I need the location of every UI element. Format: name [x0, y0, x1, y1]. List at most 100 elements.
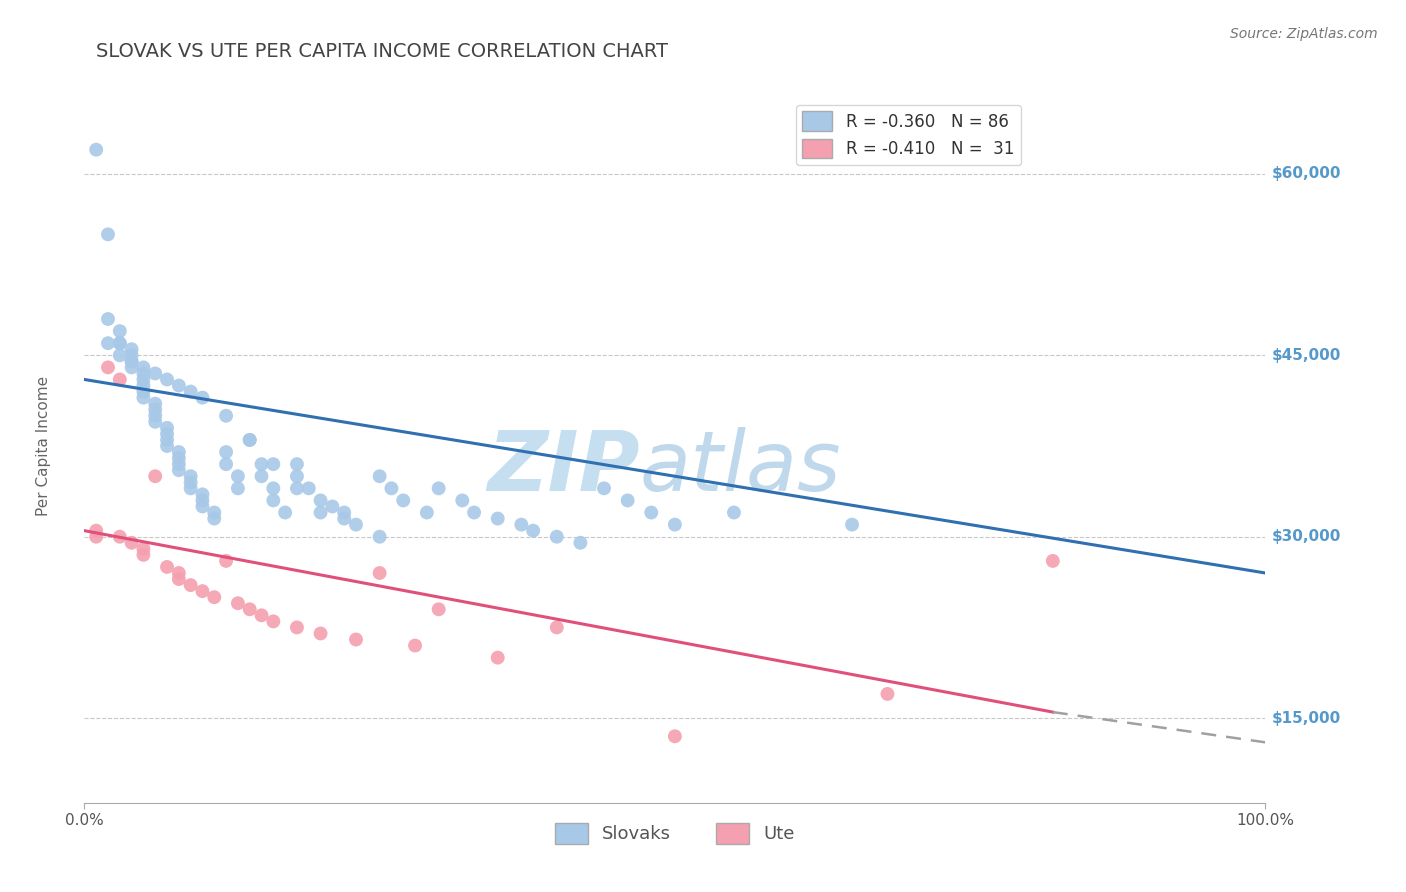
- Point: [191, 584, 214, 599]
- Point: [167, 378, 190, 392]
- Point: [121, 535, 143, 549]
- Point: [486, 511, 509, 525]
- Point: [180, 384, 202, 399]
- Point: [97, 360, 120, 375]
- Point: [167, 451, 190, 466]
- Text: $15,000: $15,000: [1271, 711, 1340, 725]
- Point: [132, 367, 155, 381]
- Point: [309, 626, 332, 640]
- Point: [121, 354, 143, 368]
- Point: [368, 469, 391, 483]
- Point: [202, 590, 225, 604]
- Point: [451, 493, 474, 508]
- Point: [191, 500, 214, 514]
- Point: [250, 457, 273, 471]
- Point: [156, 439, 179, 453]
- Point: [546, 530, 568, 544]
- Point: [262, 615, 284, 629]
- Point: [226, 596, 249, 610]
- Point: [463, 506, 485, 520]
- Point: [156, 560, 179, 574]
- Point: [239, 602, 262, 616]
- Point: [121, 360, 143, 375]
- Point: [108, 348, 131, 362]
- Point: [202, 506, 225, 520]
- Point: [309, 506, 332, 520]
- Point: [84, 530, 107, 544]
- Point: [191, 487, 214, 501]
- Text: SLOVAK VS UTE PER CAPITA INCOME CORRELATION CHART: SLOVAK VS UTE PER CAPITA INCOME CORRELAT…: [96, 42, 668, 61]
- Point: [841, 517, 863, 532]
- Text: Per Capita Income: Per Capita Income: [35, 376, 51, 516]
- Point: [1042, 554, 1064, 568]
- Point: [108, 336, 131, 351]
- Point: [569, 535, 592, 549]
- Point: [191, 493, 214, 508]
- Point: [522, 524, 544, 538]
- Point: [309, 493, 332, 508]
- Text: ZIP: ZIP: [486, 427, 640, 508]
- Point: [262, 493, 284, 508]
- Point: [250, 608, 273, 623]
- Point: [132, 378, 155, 392]
- Point: [380, 481, 402, 495]
- Point: [108, 336, 131, 351]
- Point: [333, 506, 356, 520]
- Point: [664, 729, 686, 743]
- Point: [143, 469, 166, 483]
- Point: [404, 639, 426, 653]
- Point: [262, 481, 284, 495]
- Point: [132, 541, 155, 556]
- Point: [97, 312, 120, 326]
- Point: [84, 524, 107, 538]
- Point: [486, 650, 509, 665]
- Point: [143, 367, 166, 381]
- Point: [427, 481, 450, 495]
- Point: [285, 469, 308, 483]
- Point: [664, 517, 686, 532]
- Point: [156, 372, 179, 386]
- Point: [156, 421, 179, 435]
- Point: [143, 397, 166, 411]
- Point: [215, 457, 238, 471]
- Point: [344, 517, 367, 532]
- Point: [156, 433, 179, 447]
- Point: [108, 372, 131, 386]
- Point: [285, 481, 308, 495]
- Point: [226, 469, 249, 483]
- Point: [285, 457, 308, 471]
- Point: [167, 572, 190, 586]
- Point: [344, 632, 367, 647]
- Point: [593, 481, 616, 495]
- Point: [723, 506, 745, 520]
- Point: [132, 372, 155, 386]
- Point: [167, 445, 190, 459]
- Text: $60,000: $60,000: [1271, 167, 1341, 181]
- Point: [298, 481, 321, 495]
- Text: $30,000: $30,000: [1271, 529, 1341, 544]
- Point: [132, 384, 155, 399]
- Point: [167, 463, 190, 477]
- Point: [215, 409, 238, 423]
- Point: [180, 475, 202, 490]
- Point: [333, 511, 356, 525]
- Text: atlas: atlas: [640, 427, 841, 508]
- Point: [239, 433, 262, 447]
- Point: [121, 354, 143, 368]
- Point: [215, 554, 238, 568]
- Point: [180, 481, 202, 495]
- Point: [121, 348, 143, 362]
- Point: [368, 566, 391, 580]
- Point: [143, 402, 166, 417]
- Point: [97, 227, 120, 242]
- Point: [132, 360, 155, 375]
- Point: [510, 517, 533, 532]
- Text: Source: ZipAtlas.com: Source: ZipAtlas.com: [1230, 27, 1378, 41]
- Point: [546, 620, 568, 634]
- Point: [416, 506, 439, 520]
- Point: [97, 336, 120, 351]
- Point: [640, 506, 662, 520]
- Point: [191, 391, 214, 405]
- Point: [239, 433, 262, 447]
- Point: [180, 578, 202, 592]
